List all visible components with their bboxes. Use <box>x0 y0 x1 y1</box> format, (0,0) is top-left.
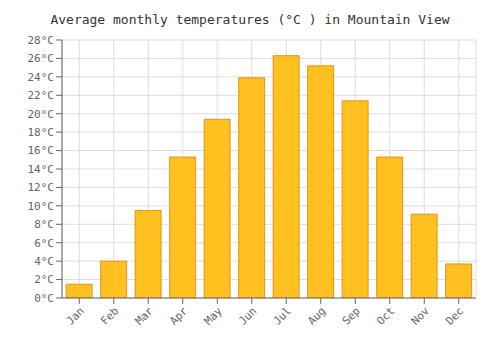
svg-text:Mar: Mar <box>133 304 157 328</box>
svg-text:6°C: 6°C <box>34 237 54 250</box>
svg-text:Dec: Dec <box>443 304 466 327</box>
svg-text:Nov: Nov <box>409 304 433 328</box>
svg-text:May: May <box>202 304 226 328</box>
svg-text:4°C: 4°C <box>34 255 54 268</box>
svg-text:Feb: Feb <box>98 304 121 327</box>
svg-text:Jun: Jun <box>236 304 259 327</box>
svg-text:24°C: 24°C <box>28 71 55 84</box>
svg-text:12°C: 12°C <box>28 181 55 194</box>
svg-text:18°C: 18°C <box>28 126 55 139</box>
svg-text:0°C: 0°C <box>34 292 54 305</box>
svg-text:8°C: 8°C <box>34 218 54 231</box>
html-text:Average monthly temperatures (: Average monthly temperatures (°C ) in Mo… <box>50 12 450 27</box>
svg-text:16°C: 16°C <box>28 144 55 157</box>
svg-text:10°C: 10°C <box>28 200 55 213</box>
svg-text:Oct: Oct <box>374 304 397 327</box>
svg-text:Sep: Sep <box>340 304 363 327</box>
svg-text:Apr: Apr <box>167 304 191 328</box>
svg-text:26°C: 26°C <box>28 52 55 65</box>
svg-text:Jul: Jul <box>271 304 294 327</box>
svg-text:Aug: Aug <box>305 304 328 327</box>
svg-text:28°C: 28°C <box>28 34 55 47</box>
svg-text:Jan: Jan <box>64 304 87 327</box>
svg-text:2°C: 2°C <box>34 273 54 286</box>
svg-text:22°C: 22°C <box>28 89 55 102</box>
svg-text:20°C: 20°C <box>28 108 55 121</box>
svg-text:14°C: 14°C <box>28 163 55 176</box>
